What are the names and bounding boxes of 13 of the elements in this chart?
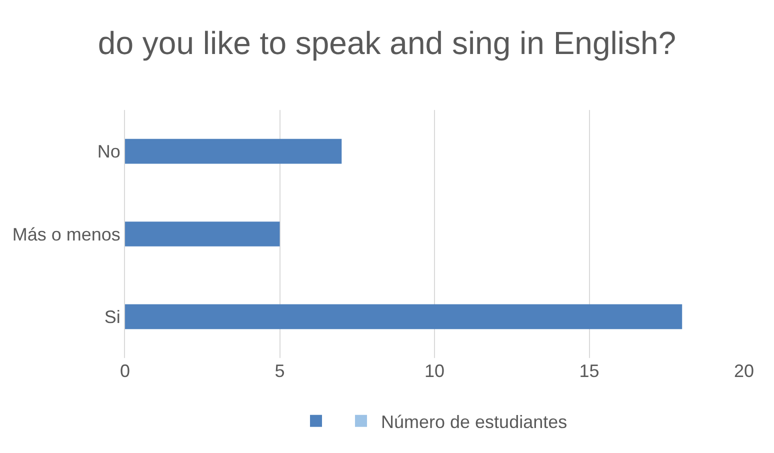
x-tick-label: 10 — [424, 361, 445, 381]
x-tick-label: 15 — [579, 361, 600, 381]
bar — [125, 222, 280, 246]
y-tick-label: No — [97, 142, 120, 162]
legend-label: Número de estudiantes — [381, 412, 568, 432]
x-tick-label: 20 — [734, 361, 754, 381]
chart-title: do you like to speak and sing in English? — [98, 25, 676, 62]
bar — [125, 304, 682, 330]
bar — [125, 138, 342, 164]
x-tick-label: 0 — [120, 361, 130, 381]
y-tick-label: Si — [104, 306, 120, 327]
y-tick-label: Más o menos — [12, 224, 120, 244]
x-tick-label: 5 — [274, 361, 285, 381]
